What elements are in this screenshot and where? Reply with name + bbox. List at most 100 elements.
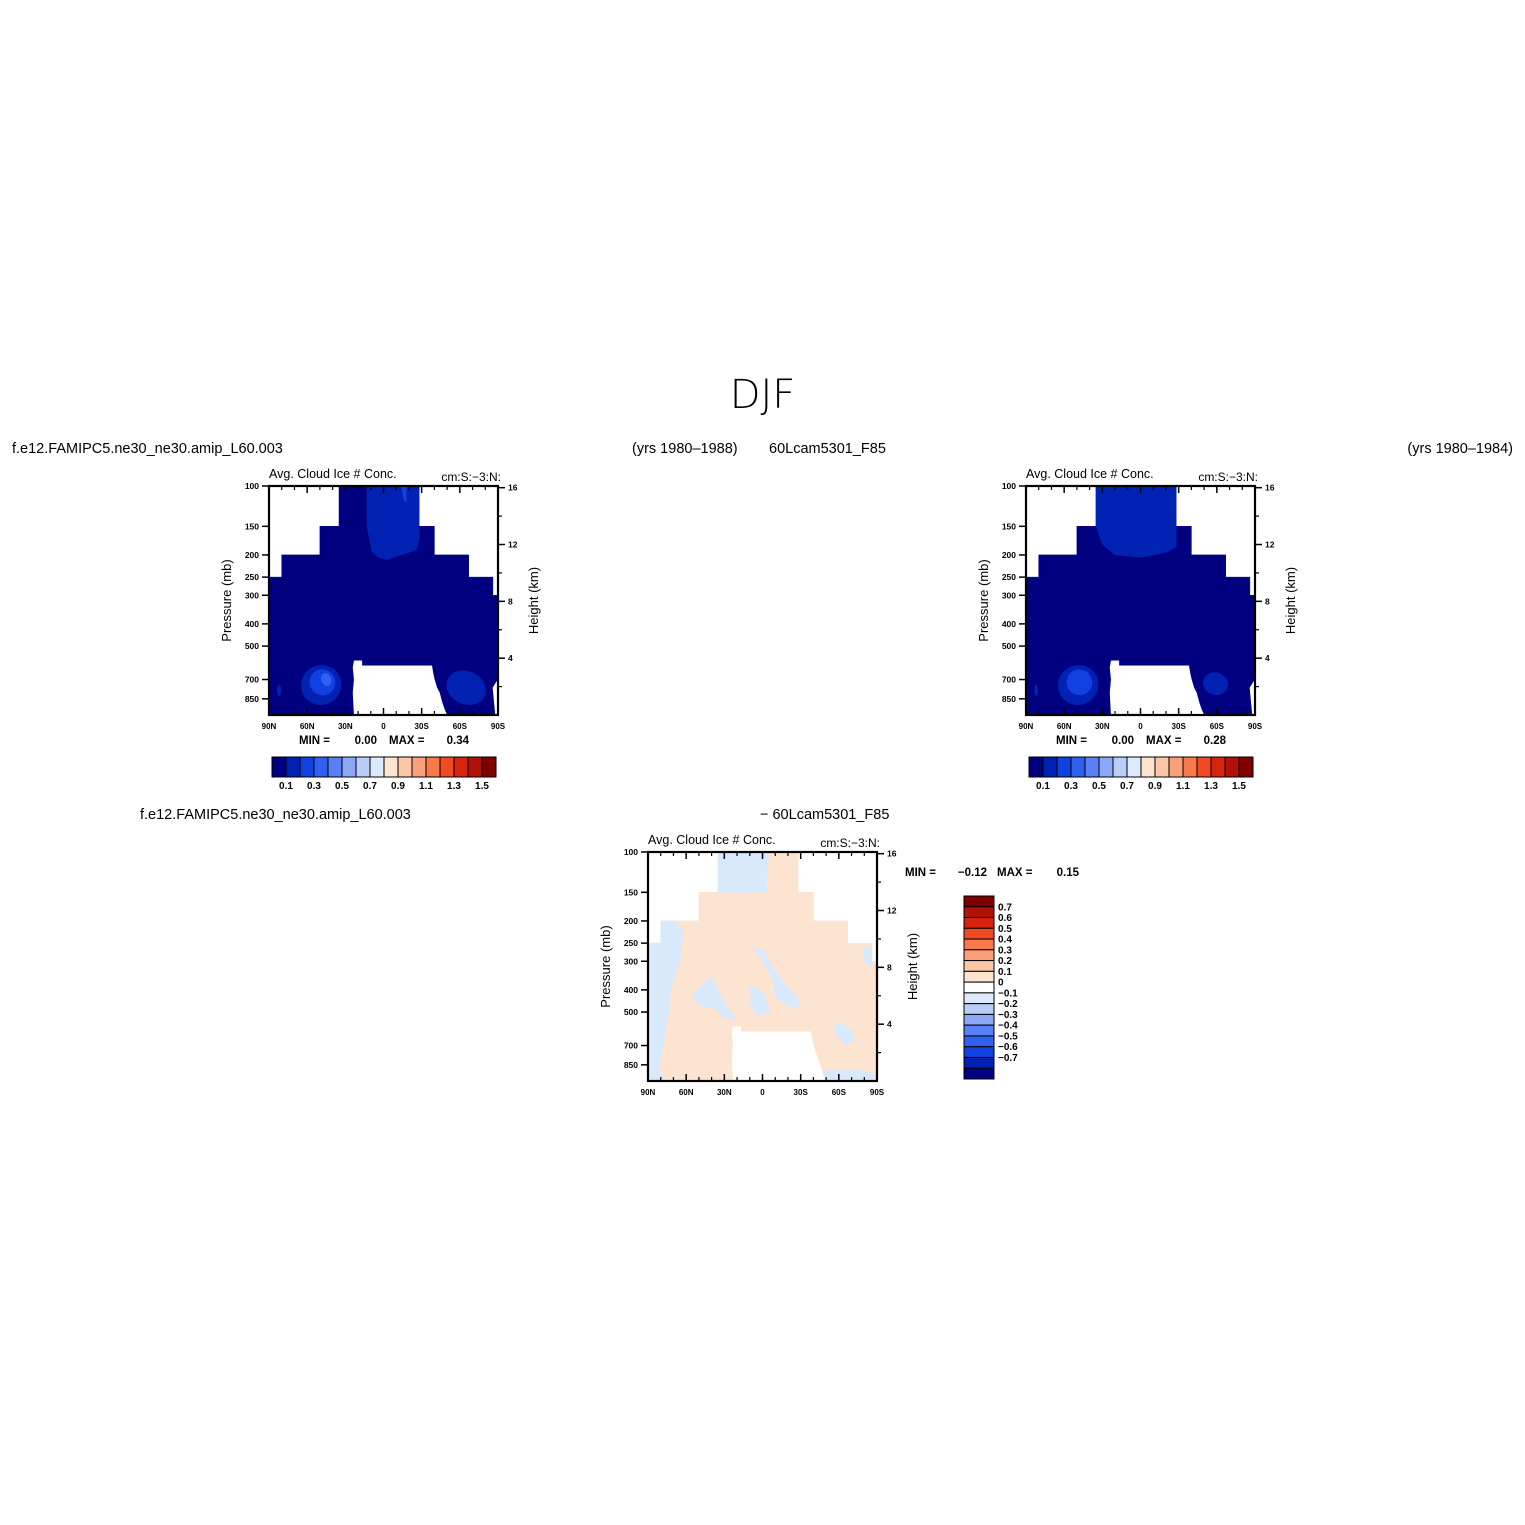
colorbar-label: 0.5 [1092, 781, 1106, 792]
x-tick-label: 60N [300, 722, 315, 731]
colorbar-label: 0.1 [1036, 781, 1050, 792]
x-tick-label: 30N [1095, 722, 1110, 731]
y-tick-label: 300 [245, 590, 259, 600]
field-blob [446, 670, 486, 705]
y2-tick-label: 8 [1265, 596, 1270, 606]
panel-right: Avg. Cloud Ice # Conc. cm:S:−3:N: 90N 60N 30… [976, 467, 1298, 792]
field-negative [864, 946, 873, 969]
y-tick-label: 150 [245, 521, 259, 531]
panel-units: cm:S:−3:N: [1198, 470, 1258, 484]
x-tick-label: 0 [760, 1088, 765, 1097]
colorbar-box [369, 756, 385, 778]
colorbar-label: 1.1 [1176, 781, 1190, 792]
colorbar-label: −0.6 [998, 1042, 1018, 1053]
colorbar-box [963, 960, 995, 972]
colorbar-label: 0.7 [1120, 781, 1134, 792]
colorbar-box [1070, 756, 1086, 778]
field-plume [1095, 485, 1177, 558]
colorbar-box [1042, 756, 1058, 778]
colorbar-box [1084, 756, 1100, 778]
colorbar-box [963, 1056, 995, 1069]
y-tick-label: 400 [245, 619, 259, 629]
field-missing [352, 660, 448, 716]
colorbar-box [481, 756, 497, 778]
colorbar-box [963, 1046, 995, 1058]
y2-tick-label: 8 [508, 596, 513, 606]
y2-axis-label: Height (km) [905, 933, 920, 1000]
colorbar-label: 0.3 [307, 781, 321, 792]
y-tick-label: 400 [624, 985, 638, 995]
y-tick-label: 850 [624, 1060, 638, 1070]
x-tick-label: 30S [794, 1088, 809, 1097]
x-tick-label: 30S [415, 722, 430, 731]
colorbar-box [1196, 756, 1212, 778]
y-tick-label: 200 [624, 916, 638, 926]
min-label: MIN = [905, 867, 936, 879]
min-label: MIN = [299, 735, 330, 747]
x-tick-label: 90S [491, 722, 506, 731]
y-tick-label: 300 [1002, 590, 1016, 600]
y-tick-label: 100 [1002, 481, 1016, 491]
colorbar-box [355, 756, 371, 778]
y-tick-label: 500 [624, 1007, 638, 1017]
colorbar-box [1238, 756, 1254, 778]
colorbar-label: 0.5 [335, 781, 349, 792]
field-negative [717, 851, 770, 893]
field-negative [749, 984, 771, 1017]
colorbar-label: −0.3 [998, 1010, 1018, 1021]
field-blob [1034, 684, 1039, 697]
colorbar-box [341, 756, 357, 778]
panel-title: Avg. Cloud Ice # Conc. [648, 833, 776, 847]
colorbar-label: 0.6 [998, 913, 1012, 924]
colorbar-label: −0.7 [998, 1053, 1018, 1064]
colorbar-box [963, 895, 995, 908]
colorbar-box [963, 1024, 995, 1037]
x-tick-label: 90N [262, 722, 277, 731]
field-negative [692, 976, 738, 1022]
field-blob [320, 672, 332, 687]
colorbar-box [299, 756, 315, 778]
x-tick-label: 0 [1138, 722, 1143, 731]
min-value: 0.00 [1112, 735, 1134, 747]
colorbar-label: 0.9 [391, 781, 405, 792]
colorbar-box [397, 756, 413, 778]
colorbar-box [425, 756, 441, 778]
case-years-left: (yrs 1980–1988) [632, 441, 738, 457]
field-blob [1066, 669, 1093, 696]
max-label: MAX = [997, 867, 1033, 879]
colorbar-label: 0.5 [998, 924, 1012, 935]
panel-units: cm:S:−3:N: [820, 836, 880, 850]
x-tick-label: 60S [453, 722, 468, 731]
colorbar-box [1210, 756, 1226, 778]
colorbar-label: 0.7 [998, 902, 1012, 913]
case-years-right: (yrs 1980–1984) [1407, 441, 1513, 457]
colorbar-box [383, 756, 399, 778]
panel-diff: Avg. Cloud Ice # Conc. cm:S:−3:N: 90N 60N 30… [598, 833, 1080, 1097]
x-tick-label: 60S [1210, 722, 1225, 731]
colorbar-box [439, 756, 455, 778]
x-tick-label: 0 [381, 722, 386, 731]
y-tick-label: 700 [245, 675, 259, 685]
y2-tick-label: 4 [508, 653, 513, 663]
y-tick-label: 850 [1002, 694, 1016, 704]
colorbar-box [963, 1067, 995, 1080]
colorbar-label: 0 [998, 978, 1004, 989]
colorbar-box [1182, 756, 1198, 778]
colorbar-box [1154, 756, 1170, 778]
x-tick-label: 60N [1057, 722, 1072, 731]
y-axis-label: Pressure (mb) [598, 925, 613, 1007]
colorbar-box [963, 938, 995, 951]
colorbar-box [1112, 756, 1128, 778]
colorbar-label: 1.5 [1232, 781, 1246, 792]
y-tick-label: 200 [1002, 550, 1016, 560]
colorbar-label: 0.1 [279, 781, 293, 792]
page-title: DJF [729, 372, 796, 418]
colorbar-box [1056, 756, 1072, 778]
field-negative [751, 946, 802, 1009]
case-name-right: 60Lcam5301_F85 [769, 441, 886, 457]
y-tick-label: 500 [245, 641, 259, 651]
diff-case-name-right: − 60Lcam5301_F85 [760, 807, 890, 823]
colorbar-label: 0.2 [998, 956, 1012, 967]
panel-left: Avg. Cloud Ice # Conc. cm:S:−3:N: 90N 60N 30… [219, 467, 541, 792]
colorbar-box [467, 756, 483, 778]
